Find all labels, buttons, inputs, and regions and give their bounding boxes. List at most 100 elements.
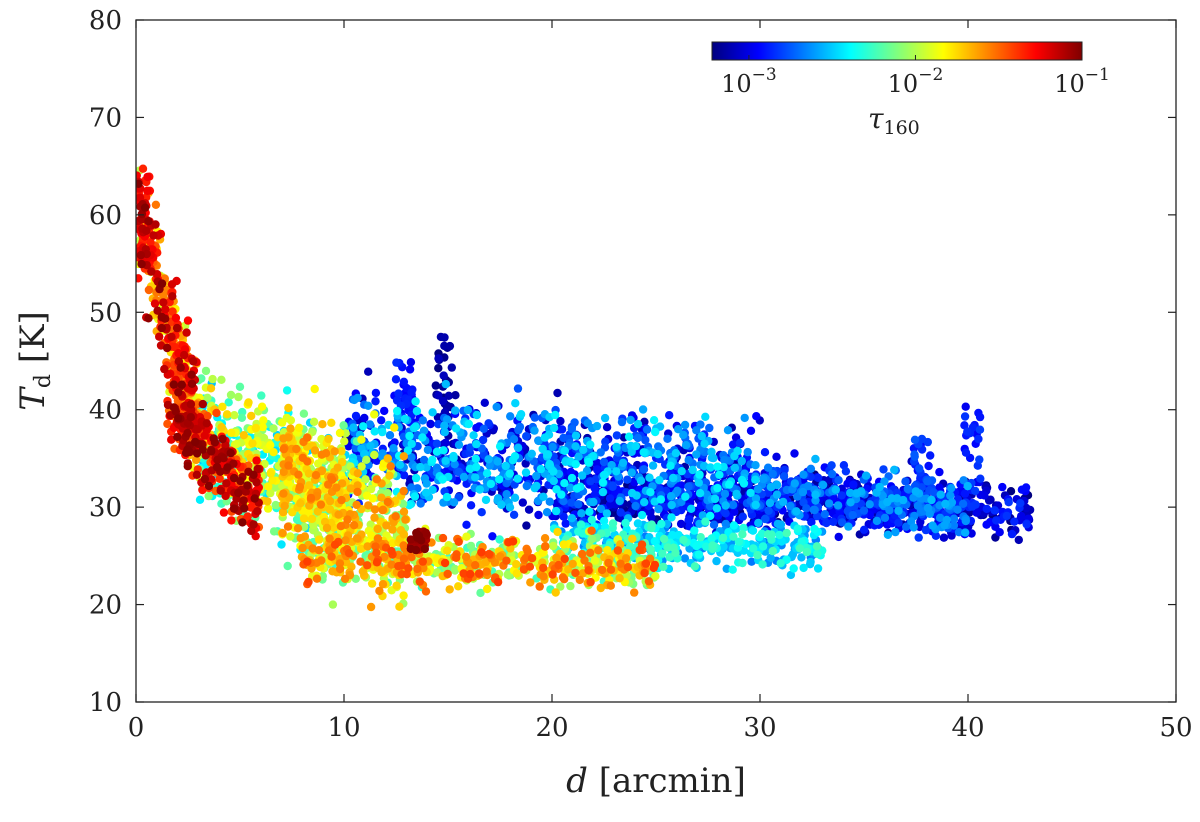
data-point	[782, 528, 791, 538]
data-point	[366, 602, 376, 612]
data-point	[466, 501, 476, 510]
data-point	[902, 522, 911, 531]
data-point	[694, 478, 703, 487]
data-point	[926, 451, 935, 460]
data-point	[820, 510, 830, 519]
data-point	[353, 469, 362, 478]
data-point	[603, 546, 612, 555]
data-point	[502, 556, 511, 565]
data-point	[444, 391, 453, 400]
data-point	[380, 406, 389, 416]
data-point	[501, 461, 510, 471]
data-point	[339, 421, 348, 430]
data-point	[439, 446, 448, 455]
data-point	[593, 458, 602, 468]
data-point	[399, 486, 408, 496]
data-point	[440, 333, 449, 342]
data-point	[646, 488, 655, 497]
data-point	[618, 458, 628, 467]
data-point	[556, 416, 565, 426]
data-point	[431, 381, 440, 390]
data-point	[328, 475, 337, 484]
data-point	[642, 425, 652, 434]
data-point	[353, 393, 362, 403]
data-point	[387, 546, 396, 556]
data-point	[495, 535, 504, 544]
data-point	[766, 483, 776, 492]
data-point	[454, 467, 464, 476]
data-point	[628, 534, 637, 543]
data-point	[760, 448, 770, 457]
data-point	[207, 447, 216, 456]
data-point	[747, 557, 756, 566]
data-point	[688, 465, 697, 475]
data-point	[738, 512, 747, 521]
data-point	[813, 549, 822, 558]
data-point	[357, 462, 366, 471]
data-point	[317, 556, 326, 565]
data-point	[709, 453, 718, 463]
data-point	[768, 469, 777, 479]
data-point	[509, 510, 519, 519]
data-point	[438, 396, 448, 406]
data-point	[576, 520, 586, 529]
data-point	[459, 472, 469, 482]
data-point	[370, 410, 379, 419]
data-point	[1006, 487, 1016, 496]
data-point	[239, 496, 248, 505]
data-point	[269, 527, 279, 536]
data-point	[631, 442, 640, 451]
data-point	[523, 547, 532, 556]
data-point	[421, 587, 431, 596]
data-point	[418, 416, 428, 425]
data-point	[399, 591, 408, 600]
data-point	[806, 464, 816, 473]
data-point	[974, 434, 983, 444]
data-point	[399, 529, 408, 539]
data-point	[248, 439, 257, 448]
data-point	[277, 540, 286, 549]
data-point	[789, 564, 798, 573]
data-point	[549, 467, 558, 476]
data-point	[626, 415, 635, 425]
data-point	[651, 572, 660, 581]
data-point	[551, 410, 560, 420]
data-point	[327, 418, 336, 427]
data-point	[758, 560, 767, 569]
data-point	[311, 471, 321, 480]
data-point	[818, 480, 828, 490]
data-point	[478, 435, 488, 445]
data-point	[521, 459, 530, 468]
data-point	[229, 473, 239, 483]
data-point	[361, 475, 370, 484]
data-point	[666, 492, 676, 501]
data-point	[168, 292, 177, 301]
data-point	[415, 577, 424, 586]
data-point	[449, 498, 459, 507]
data-point	[549, 423, 559, 433]
data-point	[155, 332, 164, 341]
data-point	[332, 483, 341, 492]
data-point	[914, 533, 923, 542]
data-point	[799, 563, 808, 573]
data-point	[635, 545, 644, 555]
data-point	[707, 534, 716, 543]
data-point	[763, 530, 773, 539]
data-point	[510, 493, 520, 502]
data-point	[561, 519, 570, 528]
data-point	[539, 572, 548, 581]
data-point	[464, 419, 473, 429]
data-point	[639, 465, 649, 474]
data-point	[304, 577, 313, 587]
data-point	[551, 506, 561, 516]
data-point	[286, 532, 295, 541]
data-point	[656, 495, 666, 504]
data-point	[995, 528, 1004, 537]
data-point	[600, 413, 610, 423]
data-point	[822, 518, 831, 528]
data-point	[751, 461, 760, 470]
data-point	[935, 467, 944, 477]
data-point	[976, 474, 985, 483]
data-point	[596, 448, 605, 457]
data-point	[318, 420, 327, 429]
